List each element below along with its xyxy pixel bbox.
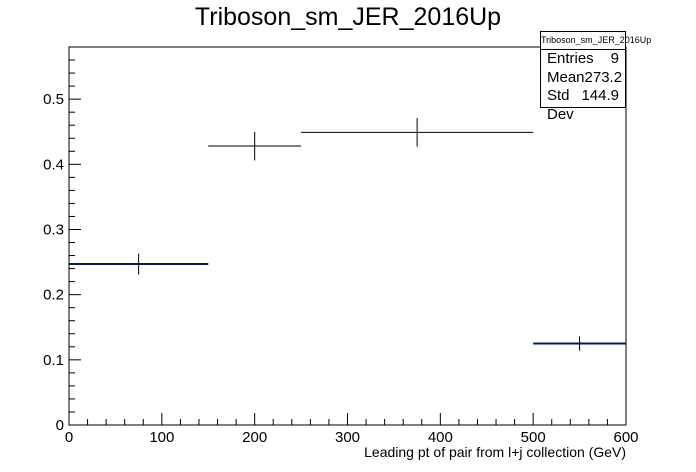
y-tick-label: 0.4 — [43, 156, 64, 173]
histogram-bin — [533, 336, 626, 351]
chart-title: Triboson_sm_JER_2016Up — [195, 3, 501, 31]
stats-mean-label: Mean — [547, 68, 585, 86]
stats-entries-value: 9 — [610, 50, 619, 67]
x-tick-label: 400 — [428, 429, 453, 446]
stats-stddev-value: 144.9 — [581, 87, 619, 104]
x-tick-label: 500 — [521, 429, 546, 446]
x-tick-label: 100 — [149, 429, 174, 446]
y-tick-label: 0.1 — [43, 352, 64, 369]
stats-mean-row: Mean 273.2 — [541, 69, 625, 88]
histogram-bin — [69, 253, 209, 275]
histogram-bin — [208, 131, 302, 161]
y-tick-label: 0.5 — [43, 91, 64, 108]
stats-entries-label: Entries — [547, 50, 594, 67]
stats-box: Triboson_sm_JER_2016Up Entries 9 Mean 27… — [540, 31, 651, 123]
stats-box-title: Triboson_sm_JER_2016Up — [541, 32, 651, 50]
y-tick-label: 0 — [56, 417, 64, 434]
data-bins — [69, 118, 626, 351]
histogram-bin — [301, 118, 534, 147]
stats-entries-row: Entries 9 — [541, 50, 625, 69]
x-tick-label: 200 — [242, 429, 267, 446]
y-tick-label: 0.3 — [43, 221, 64, 238]
x-tick-label: 300 — [335, 429, 360, 446]
x-tick-label: 0 — [65, 429, 73, 446]
stats-stddev-row: Std Dev 144.9 — [541, 87, 625, 124]
y-tick-label: 0.2 — [43, 287, 64, 304]
x-axis-title: Leading pt of pair from l+j collection (… — [364, 444, 626, 460]
stats-stddev-label: Std Dev — [547, 87, 574, 123]
axes: 0 100 200 300 400 500 600 0 0.1 0.2 0.3 0.4 0.5 — [43, 46, 639, 446]
stats-mean-value: 273.2 — [584, 68, 623, 86]
x-tick-label: 600 — [613, 429, 638, 446]
